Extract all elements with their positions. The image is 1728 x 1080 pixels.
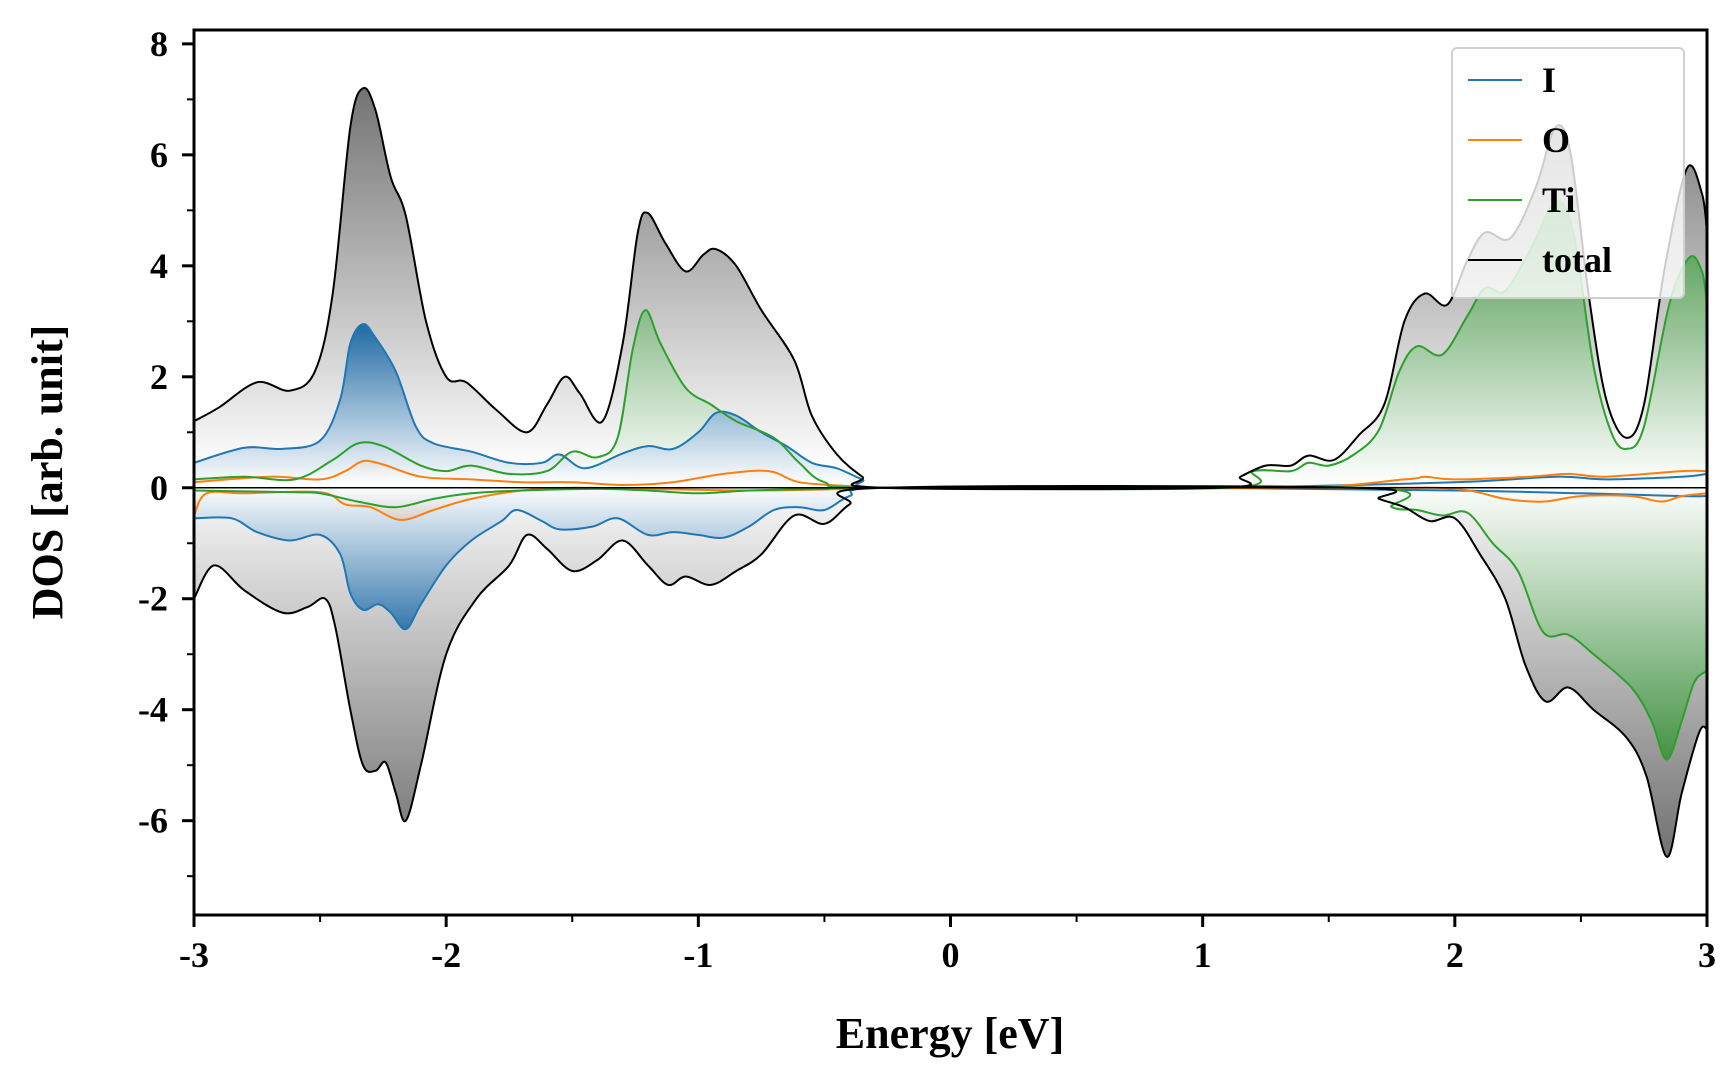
line-O-up	[194, 459, 1707, 490]
legend-label-total: total	[1542, 240, 1612, 280]
y-tick-label: 2	[150, 357, 168, 397]
legend-label-Ti: Ti	[1542, 180, 1575, 220]
y-tick-label: -6	[138, 801, 168, 841]
fill-O-up	[194, 460, 1707, 489]
x-tick-label: 0	[942, 935, 960, 975]
y-axis-title: DOS [arb. unit]	[23, 325, 72, 620]
fill-Ti-down	[194, 486, 1707, 760]
x-tick-label: 3	[1698, 935, 1716, 975]
fill-O-down	[194, 487, 1707, 520]
line-total-down	[194, 485, 1707, 858]
y-axis: -6 -4 -2 0 2 4 6 8	[138, 24, 194, 878]
legend-box	[1451, 47, 1685, 299]
x-axis-title: Energy [eV]	[836, 1009, 1065, 1058]
x-tick-label: -1	[683, 935, 713, 975]
fill-I-down	[194, 487, 1707, 630]
y-tick-label: 4	[150, 246, 168, 286]
y-tick-label: -2	[138, 579, 168, 619]
x-tick-label: -3	[179, 935, 209, 975]
y-tick-label: 0	[150, 468, 168, 508]
legend: IO Ti total	[1451, 47, 1685, 299]
x-axis: -3 -2 -1 0 1 2 3	[179, 915, 1716, 975]
legend-label-O: O	[1542, 120, 1570, 160]
fill-total-up	[194, 87, 1707, 490]
x-tick-label: -2	[431, 935, 461, 975]
y-tick-label: 6	[150, 135, 168, 175]
x-tick-label: 2	[1446, 935, 1464, 975]
legend-label-I: I	[1542, 60, 1556, 100]
x-tick-label: 1	[1194, 935, 1212, 975]
y-tick-label: -4	[138, 690, 168, 730]
y-tick-label: 8	[150, 24, 168, 64]
